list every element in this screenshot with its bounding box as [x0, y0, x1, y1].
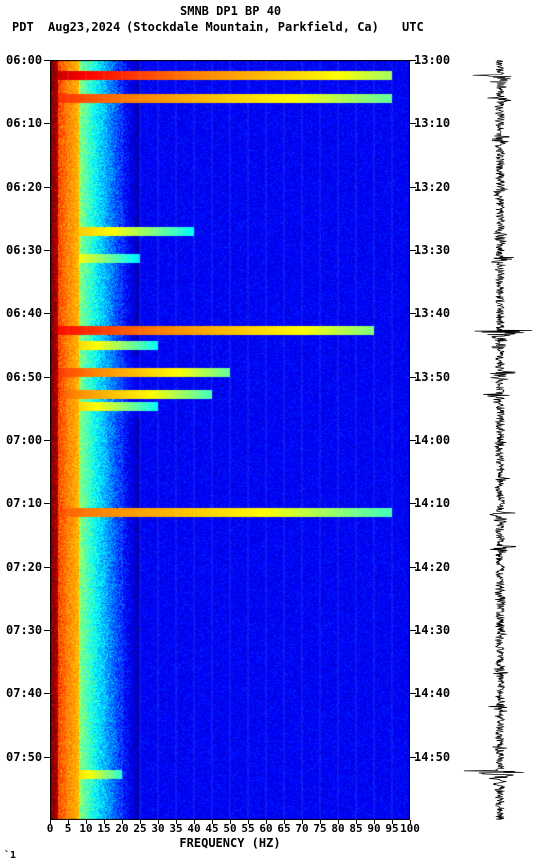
- y-right-tick: 14:20: [414, 560, 450, 574]
- date-label: Aug23,2024: [48, 20, 120, 34]
- y-right-tick: 13:20: [414, 180, 450, 194]
- spectrogram-canvas: [50, 60, 410, 820]
- y-left-tick: 06:00: [6, 53, 42, 67]
- y-axis-right-labels: 13:0013:1013:2013:3013:4013:5014:0014:10…: [414, 60, 456, 820]
- y-left-tick: 06:40: [6, 306, 42, 320]
- tz-right-label: UTC: [402, 20, 424, 34]
- y-left-tick: 07:50: [6, 750, 42, 764]
- spectrogram-plot: [50, 60, 410, 820]
- y-right-tick: 13:10: [414, 116, 450, 130]
- y-right-tick: 13:00: [414, 53, 450, 67]
- y-right-tick: 14:30: [414, 623, 450, 637]
- y-right-tick: 14:00: [414, 433, 450, 447]
- y-right-tick: 13:40: [414, 306, 450, 320]
- y-left-tick: 06:20: [6, 180, 42, 194]
- location-label: (Stockdale Mountain, Parkfield, Ca): [126, 20, 379, 34]
- x-axis-title: FREQUENCY (HZ): [50, 836, 410, 850]
- y-left-tick: 06:30: [6, 243, 42, 257]
- y-right-tick: 13:50: [414, 370, 450, 384]
- y-right-tick: 13:30: [414, 243, 450, 257]
- y-left-tick: 07:10: [6, 496, 42, 510]
- tz-left-label: PDT: [12, 20, 34, 34]
- y-left-tick: 07:40: [6, 686, 42, 700]
- y-left-tick: 07:00: [6, 433, 42, 447]
- y-right-tick: 14:10: [414, 496, 450, 510]
- plot-title: SMNB DP1 BP 40: [180, 4, 281, 18]
- y-left-tick: 06:10: [6, 116, 42, 130]
- y-left-tick: 07:20: [6, 560, 42, 574]
- y-left-tick: 06:50: [6, 370, 42, 384]
- seismogram-trace: [460, 60, 540, 820]
- y-axis-left-labels: 06:0006:1006:2006:3006:4006:5007:0007:10…: [6, 60, 48, 820]
- y-right-tick: 14:50: [414, 750, 450, 764]
- y-left-tick: 07:30: [6, 623, 42, 637]
- y-right-tick: 14:40: [414, 686, 450, 700]
- footer-mark: `1: [4, 850, 16, 861]
